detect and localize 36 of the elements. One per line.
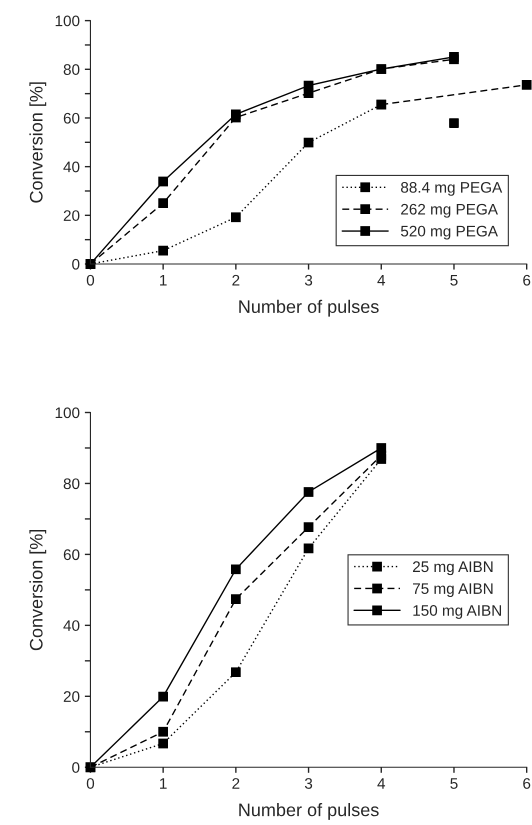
y-tick-label: 20 xyxy=(64,210,80,222)
x-tick-label: 3 xyxy=(304,274,312,286)
y-axis-title: Conversion [%] xyxy=(29,82,46,203)
legend-label: 520 mg PEGA xyxy=(400,226,498,240)
y-tick-label: 40 xyxy=(63,162,80,172)
x-tick-label: 6 xyxy=(523,778,530,789)
y-axis-title: Conversion [%] xyxy=(29,530,46,650)
x-tick-label: 3 xyxy=(304,778,312,789)
x-tick-label: 0 xyxy=(86,274,94,286)
legend-label: 25 mg AIBN xyxy=(412,561,492,576)
y-tick-label: 100 xyxy=(56,15,80,26)
x-tick-label: 5 xyxy=(450,778,458,789)
y-tick-label: 80 xyxy=(64,64,80,75)
y-tick-label: 40 xyxy=(63,620,80,632)
y-tick-label: 20 xyxy=(64,691,80,702)
y-tick-label: 0 xyxy=(72,762,80,773)
x-tick-label: 6 xyxy=(523,274,530,286)
y-tick-label: 60 xyxy=(64,112,80,124)
x-axis-title: Number of pulses xyxy=(239,300,379,317)
y-tick-label: 0 xyxy=(72,258,80,270)
x-tick-label: 4 xyxy=(377,778,386,789)
x-tick-label: 1 xyxy=(160,274,167,286)
y-tick-label: 80 xyxy=(64,478,80,490)
x-axis-title: Number of pulses xyxy=(239,803,379,820)
y-tick-label: 100 xyxy=(56,407,80,418)
legend-label: 262 mg PEGA xyxy=(401,204,498,218)
x-tick-label: 0 xyxy=(86,778,94,789)
x-tick-label: 2 xyxy=(232,778,240,789)
x-tick-label: 5 xyxy=(450,274,458,286)
y-tick-label: 60 xyxy=(64,549,80,560)
x-tick-label: 2 xyxy=(232,274,240,286)
x-tick-label: 4 xyxy=(377,274,386,286)
legend-label: 75 mg AIBN xyxy=(413,583,492,597)
legend-label: 88.4 mg PEGA xyxy=(401,182,502,196)
x-tick-label: 1 xyxy=(160,778,167,789)
legend-label: 150 mg AIBN xyxy=(413,605,501,619)
